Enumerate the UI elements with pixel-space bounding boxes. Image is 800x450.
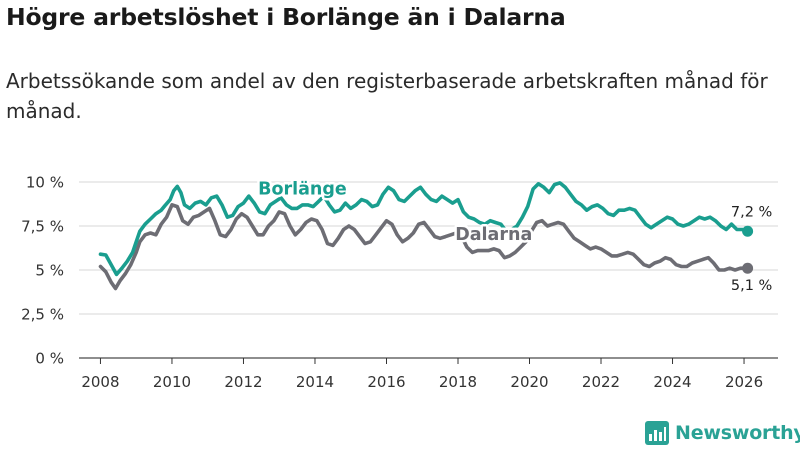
end-value-label: 7,2 % — [731, 204, 772, 220]
x-tick-label: 2018 — [439, 373, 477, 391]
end-value-label: 5,1 % — [731, 278, 772, 294]
x-tick-label: 2024 — [653, 373, 691, 391]
chart-title: Högre arbetslöshet i Borlänge än i Dalar… — [6, 3, 566, 31]
chart-subtitle: Arbetssökande som andel av den registerb… — [6, 69, 768, 123]
x-tick-label: 2008 — [81, 373, 119, 391]
x-tick-label: 2010 — [153, 373, 191, 391]
x-tick-label: 2026 — [725, 373, 763, 391]
series-label-borlange: Borlänge — [258, 179, 347, 199]
end-point-dalarna — [742, 262, 754, 274]
x-tick-label: 2022 — [582, 373, 620, 391]
x-tick-label: 2012 — [224, 373, 262, 391]
y-tick-label: 10 % — [26, 174, 64, 192]
x-tick-label: 2020 — [510, 373, 548, 391]
series-layer — [98, 181, 754, 291]
label-layer: 7,2 % 5,1 % Borlänge Dalarna — [256, 177, 773, 294]
y-tick-label: 0 % — [35, 350, 64, 368]
axis-layer: 0 % 2,5 % 5 % 7,5 % 10 % 2008 2010 2012 2014 2016… — [21, 174, 763, 392]
newsworthy-logo: Newsworthy — [645, 419, 800, 447]
end-point-borlange — [742, 225, 754, 237]
y-tick-label: 7,5 % — [21, 218, 64, 236]
x-tick-label: 2016 — [367, 373, 405, 391]
bar-chart-logo-icon — [645, 421, 669, 445]
y-tick-label: 2,5 % — [21, 306, 64, 324]
series-label-dalarna: Dalarna — [455, 225, 532, 245]
brand-name: Newsworthy — [675, 422, 800, 444]
grid-layer — [79, 181, 778, 359]
y-tick-label: 5 % — [35, 262, 64, 280]
series-line-dalarna — [98, 203, 750, 291]
x-tick-label: 2014 — [296, 373, 334, 391]
series-line-borlange — [98, 181, 750, 277]
